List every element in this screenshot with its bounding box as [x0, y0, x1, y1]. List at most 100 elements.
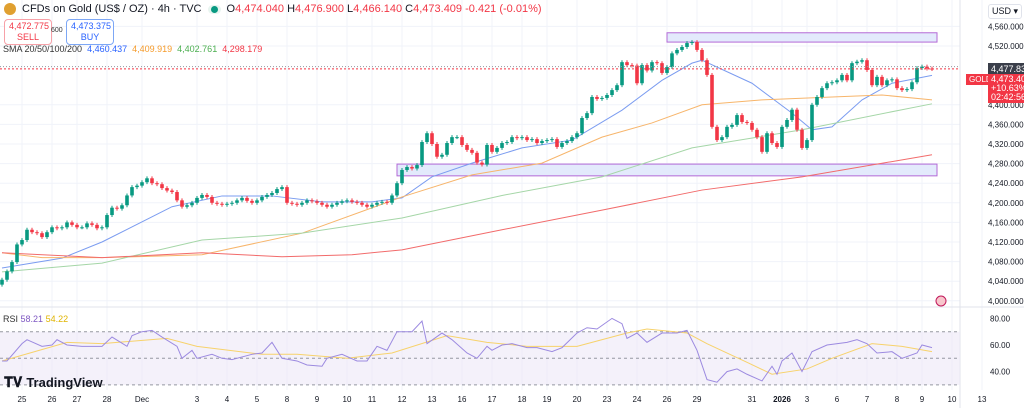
candle	[880, 74, 884, 88]
last-price-badge: 4,473.409+10.63%02:42:56	[988, 74, 1024, 103]
candle-body	[0, 279, 4, 285]
candle	[830, 80, 834, 86]
candle	[750, 120, 754, 132]
candle	[480, 160, 484, 167]
candle	[705, 58, 709, 77]
candle-body	[535, 139, 539, 144]
candle	[445, 141, 449, 157]
price-tick-label: 4,320.000	[988, 140, 1024, 149]
candle-body	[765, 133, 769, 152]
candle	[385, 199, 389, 205]
candle-body	[835, 80, 839, 83]
symbol-badge: GOLD	[966, 74, 995, 85]
candle	[695, 40, 699, 52]
candle	[345, 198, 349, 204]
candle	[430, 131, 434, 146]
candle	[760, 135, 764, 154]
candle-body	[65, 222, 69, 228]
candle	[210, 194, 214, 205]
candle	[65, 220, 69, 230]
candle-body	[755, 129, 759, 138]
time-tick-label: 27	[73, 395, 82, 404]
candle	[645, 63, 649, 73]
candle	[365, 202, 369, 209]
candle-body	[750, 122, 754, 130]
time-tick-label: 9	[315, 395, 320, 404]
candle-body	[685, 43, 689, 47]
candle	[0, 277, 4, 287]
rsi-legend[interactable]: RSI 58.21 54.22	[3, 314, 69, 324]
price-tick-label: 4,080.000	[988, 258, 1024, 267]
candle	[115, 205, 119, 211]
market-open-icon	[210, 5, 218, 13]
candle-body	[60, 227, 64, 229]
symbol-title[interactable]: CFDs on Gold (US$ / OZ) · 4h · TVC	[22, 3, 202, 15]
candle-body	[135, 185, 139, 188]
candle-body	[860, 60, 864, 62]
price-tick-label: 4,120.000	[988, 238, 1024, 247]
sma-legend[interactable]: SMA 20/50/100/200 4,460.437 4,409.919 4,402…	[3, 44, 263, 54]
candle-body	[315, 201, 319, 203]
candle	[135, 183, 139, 190]
candle-body	[220, 203, 224, 205]
candle-body	[290, 202, 294, 204]
candle	[425, 131, 429, 144]
candle-body	[100, 227, 104, 229]
candle-body	[415, 165, 419, 169]
candle	[420, 140, 424, 168]
candle	[895, 77, 899, 91]
candle-body	[635, 65, 639, 84]
time-tick-label: 12	[398, 395, 407, 404]
candle-body	[570, 137, 574, 142]
candle	[625, 60, 629, 68]
candle	[575, 131, 579, 140]
candle-body	[775, 143, 779, 147]
candle	[530, 137, 534, 143]
candle-body	[780, 126, 784, 147]
candle-body	[130, 187, 134, 196]
candle	[905, 87, 909, 93]
candle	[875, 74, 879, 88]
candle-body	[250, 200, 254, 203]
currency-select[interactable]: USD ▾	[988, 4, 1023, 19]
time-tick-label: 5	[255, 395, 260, 404]
candle-body	[410, 167, 414, 169]
candle-body	[500, 143, 504, 148]
candle-body	[620, 62, 624, 86]
candle	[505, 140, 509, 145]
candle-body	[325, 204, 329, 207]
candle-body	[445, 143, 449, 155]
ohlc-values: O4,474.040 H4,476.900 L4,466.140 C4,473.…	[226, 3, 542, 15]
buy-button[interactable]: 4,473.375 BUY	[66, 19, 114, 45]
candle	[720, 135, 724, 143]
candle	[620, 60, 624, 88]
candle-body	[710, 74, 714, 127]
rsi-line	[2, 317, 933, 383]
candle-body	[485, 144, 489, 165]
candle-body	[70, 222, 74, 225]
candle-body	[855, 61, 859, 64]
candle-body	[390, 195, 394, 203]
time-tick-label: Dec	[135, 395, 149, 404]
candle	[190, 200, 194, 208]
candle	[675, 47, 679, 56]
candle-body	[920, 66, 924, 69]
candle	[75, 222, 79, 230]
candle-body	[735, 115, 739, 125]
candle-body	[140, 182, 144, 186]
candle	[370, 202, 374, 209]
candle	[300, 200, 304, 207]
candle	[205, 193, 209, 199]
candle-body	[560, 143, 564, 147]
candle-body	[260, 196, 264, 201]
candle-body	[90, 223, 94, 225]
sell-button[interactable]: 4,472.775 SELL	[4, 19, 52, 45]
candle-body	[450, 137, 454, 144]
market-status-pill[interactable]	[207, 4, 221, 14]
candle-body	[655, 62, 659, 64]
candle-body	[585, 113, 589, 119]
candle	[600, 95, 604, 101]
candle	[50, 225, 54, 235]
price-tick-label: 4,360.000	[988, 120, 1024, 129]
